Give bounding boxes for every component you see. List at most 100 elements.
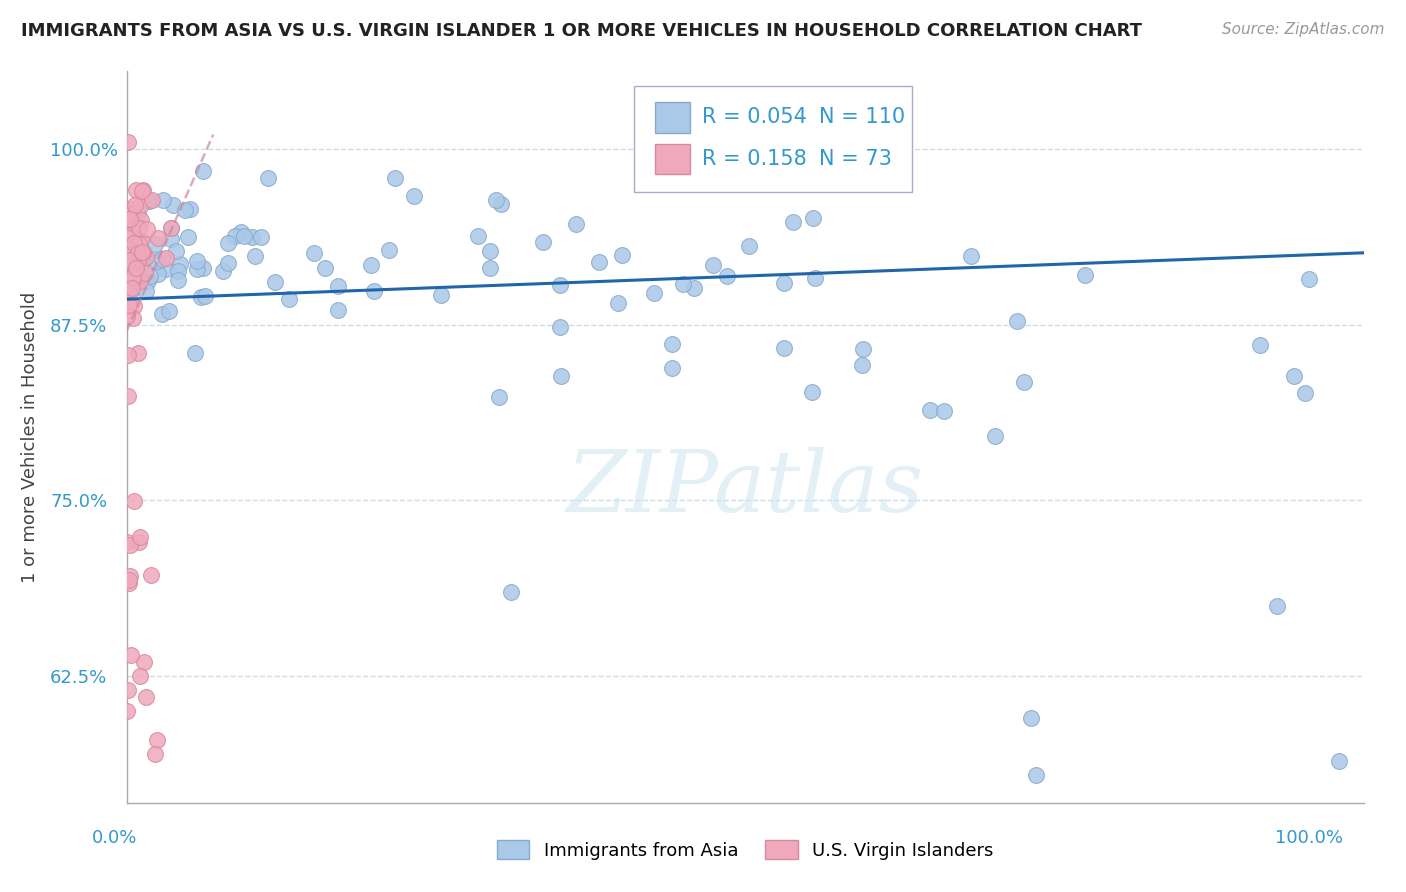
Point — [384, 170, 406, 185]
Point — [128, 221, 150, 235]
Point — [117, 348, 139, 362]
Point — [960, 249, 983, 263]
Point — [179, 202, 201, 216]
Point — [117, 683, 139, 698]
Point — [607, 296, 630, 310]
Point — [186, 262, 208, 277]
Point — [588, 255, 610, 269]
FancyBboxPatch shape — [655, 102, 689, 133]
Text: 100.0%: 100.0% — [1275, 829, 1343, 847]
Point — [117, 243, 139, 257]
Point — [128, 236, 150, 251]
Point — [531, 235, 554, 250]
Point — [360, 259, 382, 273]
Text: ZIPatlas: ZIPatlas — [567, 447, 924, 530]
Point — [772, 341, 794, 355]
Point — [125, 260, 148, 275]
Point — [146, 732, 169, 747]
Point — [120, 284, 142, 298]
Point — [702, 258, 724, 272]
Point — [610, 248, 633, 262]
Point — [804, 271, 827, 285]
Point — [165, 244, 187, 259]
Point — [128, 535, 150, 549]
Point — [1019, 711, 1042, 725]
Point — [191, 260, 214, 275]
Point — [118, 298, 141, 312]
Text: R = 0.054: R = 0.054 — [702, 107, 807, 128]
Point — [132, 244, 155, 259]
Point — [129, 256, 152, 270]
Point — [918, 403, 941, 417]
Point — [155, 261, 177, 276]
Point — [131, 253, 153, 268]
Point — [233, 229, 256, 244]
Point — [773, 277, 796, 291]
Point — [139, 568, 162, 582]
Point — [143, 747, 166, 761]
Point — [851, 342, 873, 356]
Point — [136, 222, 159, 236]
Point — [1298, 271, 1320, 285]
Point — [139, 268, 162, 283]
Text: N = 110: N = 110 — [820, 107, 905, 128]
Text: N = 73: N = 73 — [820, 149, 893, 169]
Point — [118, 227, 141, 241]
Point — [131, 244, 153, 259]
Point — [934, 404, 956, 418]
Point — [217, 235, 239, 250]
Point — [148, 267, 170, 281]
Point — [125, 183, 148, 197]
Point — [191, 164, 214, 178]
Point — [127, 246, 149, 260]
Point — [167, 264, 190, 278]
Point — [194, 289, 217, 303]
Point — [314, 261, 336, 276]
Point — [1074, 268, 1097, 282]
Point — [118, 573, 141, 587]
Text: 0.0%: 0.0% — [91, 829, 136, 847]
Point — [782, 215, 804, 229]
Point — [186, 253, 208, 268]
Point — [120, 648, 142, 662]
Point — [485, 193, 508, 207]
Point — [177, 230, 200, 244]
Point — [115, 250, 138, 264]
Point — [122, 235, 145, 250]
Point — [264, 275, 287, 289]
Point — [117, 284, 139, 298]
Point — [124, 272, 146, 286]
Point — [136, 274, 159, 288]
Point — [152, 307, 174, 321]
Point — [120, 211, 142, 226]
Point — [122, 310, 145, 325]
Point — [643, 286, 665, 301]
Point — [118, 225, 141, 239]
Point — [499, 584, 522, 599]
Point — [240, 229, 263, 244]
Point — [120, 207, 142, 221]
Point — [128, 530, 150, 544]
Point — [150, 252, 173, 266]
Point — [212, 264, 235, 278]
Point — [117, 231, 139, 245]
Point — [118, 207, 141, 221]
Point — [120, 228, 142, 243]
Point — [117, 389, 139, 403]
Point — [115, 272, 138, 286]
Point — [143, 237, 166, 252]
Point — [127, 206, 149, 220]
Point — [118, 576, 141, 591]
FancyBboxPatch shape — [634, 86, 912, 192]
Point — [124, 247, 146, 261]
Point — [328, 279, 350, 293]
Point — [121, 246, 143, 260]
Point — [127, 269, 149, 284]
Point — [661, 337, 683, 351]
Point — [257, 170, 280, 185]
Point — [121, 251, 143, 265]
Point — [1249, 338, 1271, 352]
Point — [250, 229, 273, 244]
Point — [121, 274, 143, 288]
Point — [135, 250, 157, 264]
